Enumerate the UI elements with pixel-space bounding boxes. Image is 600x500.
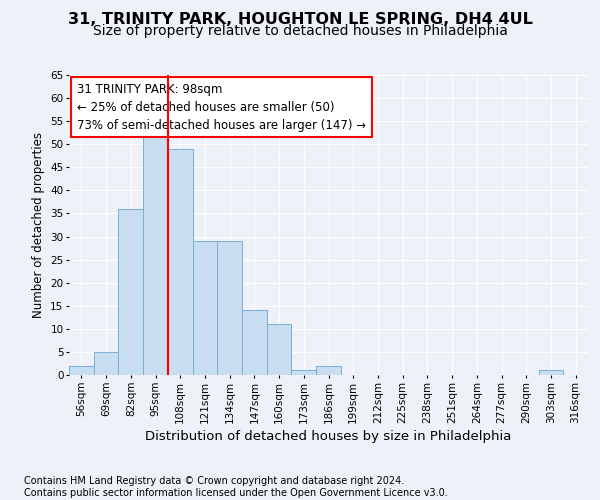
Bar [118,209,143,375]
Bar [143,135,168,375]
X-axis label: Distribution of detached houses by size in Philadelphia: Distribution of detached houses by size … [145,430,512,442]
Bar [94,352,118,375]
Text: 31 TRINITY PARK: 98sqm
← 25% of detached houses are smaller (50)
73% of semi-det: 31 TRINITY PARK: 98sqm ← 25% of detached… [77,82,366,132]
Bar [292,370,316,375]
Bar [316,366,341,375]
Bar [69,366,94,375]
Bar [539,370,563,375]
Bar [242,310,267,375]
Y-axis label: Number of detached properties: Number of detached properties [32,132,44,318]
Bar [217,241,242,375]
Text: 31, TRINITY PARK, HOUGHTON LE SPRING, DH4 4UL: 31, TRINITY PARK, HOUGHTON LE SPRING, DH… [68,12,532,28]
Bar [168,149,193,375]
Text: Size of property relative to detached houses in Philadelphia: Size of property relative to detached ho… [92,24,508,38]
Bar [193,241,217,375]
Text: Contains public sector information licensed under the Open Government Licence v3: Contains public sector information licen… [24,488,448,498]
Bar [267,324,292,375]
Text: Contains HM Land Registry data © Crown copyright and database right 2024.: Contains HM Land Registry data © Crown c… [24,476,404,486]
